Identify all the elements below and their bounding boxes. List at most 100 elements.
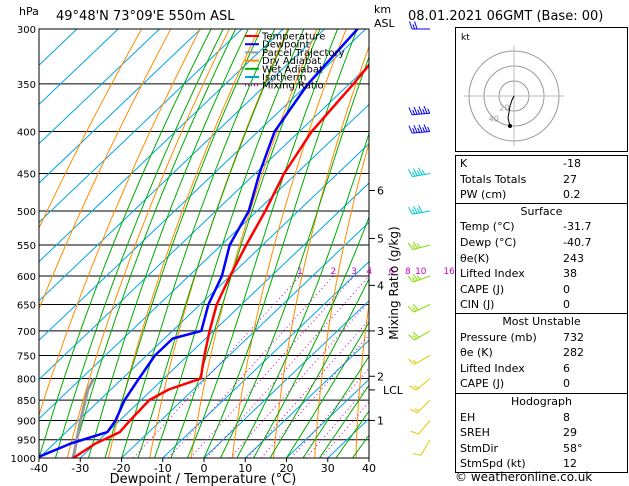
- wet-adiabat-line: [319, 384, 369, 458]
- temperature-tick-label: 20: [280, 462, 294, 475]
- dry-adiabat-line: [397, 29, 463, 458]
- table-row: StmDir 58°: [456, 441, 627, 457]
- wind-barb: [407, 273, 431, 283]
- dry-adiabat-line: [149, 29, 289, 458]
- wet-adiabat-line: [203, 29, 358, 458]
- table-row: θe (K) 282: [456, 345, 627, 361]
- row-label: K: [460, 157, 468, 170]
- surface-title: Surface: [520, 204, 563, 218]
- pressure-tick-label: 450: [17, 169, 36, 180]
- pressure-tick-label: 800: [17, 374, 36, 385]
- row-label: Totals Totals: [460, 172, 527, 186]
- isotherm-line: [39, 29, 367, 341]
- table-row: θe(K) 243: [456, 251, 627, 267]
- legend-label: Temperature: [261, 32, 325, 43]
- temperature-tick-label: 0: [201, 462, 208, 475]
- most-unstable-title: Most Unstable: [502, 314, 581, 328]
- mixing-ratio-label: 8: [405, 267, 411, 277]
- wet-adiabat-line: [286, 321, 369, 458]
- pressure-tick-label: 350: [17, 80, 36, 91]
- wet-adiabat-line: [253, 215, 369, 458]
- row-value: 27: [563, 172, 577, 186]
- mixing-ratio-line: [229, 300, 369, 458]
- wet-adiabat-line: [137, 29, 290, 458]
- temperature-tick-label: 40: [362, 462, 376, 475]
- row-value: 29: [563, 426, 577, 440]
- legend-label: Mixing Ratio: [262, 81, 324, 92]
- table-row: Totals Totals 27: [456, 172, 627, 188]
- mixing-ratio-label: 4: [366, 267, 372, 277]
- lcl-label: LCL: [383, 384, 404, 397]
- km-tick-label: 3: [377, 325, 384, 338]
- dewpoint-line: [39, 29, 359, 458]
- wind-barbs: [407, 21, 431, 456]
- table-row: CIN (J) 0: [456, 297, 627, 313]
- isotherm-line: [162, 260, 369, 458]
- table-row: Lifted Index 6: [456, 361, 627, 377]
- wet-adiabat-line: [88, 29, 249, 458]
- isotherm-line: [39, 143, 369, 458]
- row-value: 0.2: [563, 188, 581, 202]
- dry-adiabat-line: [108, 29, 259, 458]
- wet-adiabat-line: [121, 29, 276, 458]
- datetime-label: 08.01.2021 06GMT (Base: 00): [408, 9, 603, 24]
- pressure-tick-label: 650: [17, 301, 36, 312]
- pressure-tick-label: 300: [17, 25, 36, 36]
- wind-barb: [408, 330, 431, 341]
- row-label: SREH: [460, 426, 490, 440]
- wind-barb: [408, 105, 431, 116]
- temperature-tick-label: -40: [30, 462, 48, 475]
- table-row: SREH 29: [456, 425, 627, 441]
- pressure-tick-label: 400: [17, 128, 36, 139]
- isotherm-line: [39, 29, 119, 106]
- mixing-ratio-label: 16: [443, 267, 455, 277]
- temperature-tick-label: -20: [113, 462, 131, 475]
- pressure-tick-label: 1000: [11, 454, 36, 465]
- table-row: Dewp (°C) -40.7: [456, 235, 627, 251]
- row-value: 0: [563, 377, 570, 391]
- table-row: Pressure (mb) 732: [456, 330, 627, 346]
- wet-adiabat-line: [71, 29, 237, 458]
- table-row: PW (cm) 0.2: [456, 187, 627, 203]
- isotherm-line: [39, 29, 325, 302]
- wind-barb: [409, 378, 431, 391]
- isotherm-line: [286, 378, 369, 458]
- legend-label: Isotherm: [262, 73, 306, 84]
- pressure-tick-label: 950: [17, 436, 36, 447]
- km-unit-label: km: [374, 3, 391, 16]
- wind-barb: [408, 124, 431, 134]
- wind-barb: [408, 167, 431, 178]
- wet-adiabat-line: [236, 131, 369, 458]
- table-row: Temp (°C) -31.7: [456, 219, 627, 235]
- row-label: Lifted Index: [460, 267, 525, 281]
- x-axis-title: Dewpoint / Temperature (°C): [110, 472, 297, 486]
- profiles: [39, 29, 369, 458]
- row-value: 6: [563, 361, 570, 375]
- wet-adiabat-line: [269, 277, 369, 458]
- mixing-ratio-label: 2: [331, 267, 337, 277]
- wind-barb: [409, 21, 430, 30]
- wind-barb: [413, 439, 431, 456]
- location-label: 49°48'N 73°09'E 550m ASL: [56, 9, 235, 24]
- wet-adiabat-line: [335, 410, 369, 458]
- dry-adiabat-line: [66, 29, 230, 458]
- isotherm-line: [39, 29, 160, 145]
- mixing-ratio-label: 10: [415, 267, 427, 277]
- row-label: Dewp (°C): [460, 235, 517, 249]
- row-value: 12: [563, 457, 577, 471]
- wet-adiabat-line: [302, 355, 369, 458]
- mixing-ratio-line: [305, 384, 369, 458]
- row-label: CAPE (J): [460, 377, 505, 391]
- row-value: -31.7: [563, 220, 592, 234]
- indices-panel: K -18 Totals Totals 27 PW (cm) 0.2 Surface Te…: [455, 155, 628, 409]
- hodograph-ring-label: 40: [489, 114, 499, 123]
- right-axis-title: Mixing Ratio (g/kg): [387, 226, 401, 339]
- row-value: -18: [563, 157, 581, 170]
- dry-adiabat-line: [231, 29, 347, 458]
- row-label: PW (cm): [460, 188, 507, 202]
- hodograph-unit-label: kt: [461, 33, 470, 43]
- pressure-tick-label: 900: [17, 416, 36, 427]
- row-label: CAPE (J): [460, 282, 505, 296]
- wet-adiabat-line: [154, 29, 305, 458]
